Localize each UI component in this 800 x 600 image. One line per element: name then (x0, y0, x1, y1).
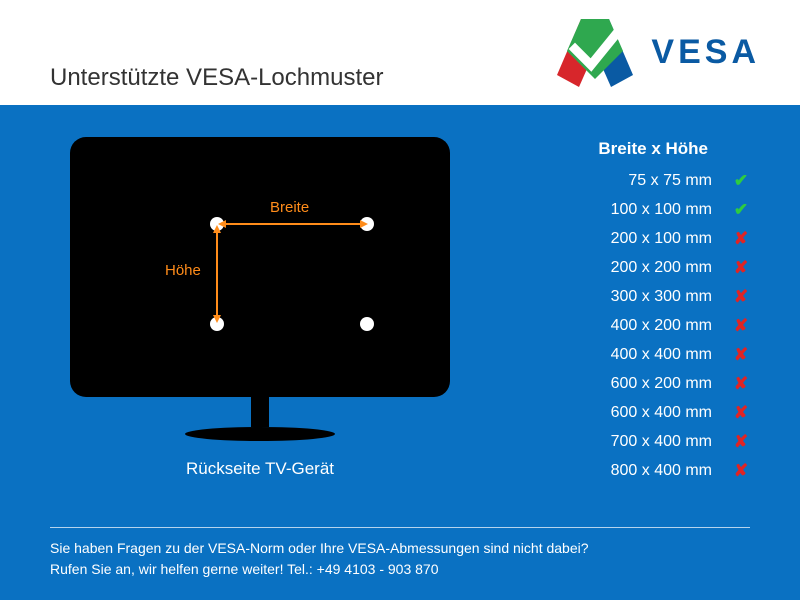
footer-line-1: Sie haben Fragen zu der VESA-Norm oder I… (50, 538, 750, 559)
vesa-check-icon (557, 19, 633, 87)
table-body: 75 x 75 mm✔100 x 100 mm✔200 x 100 mm✘200… (582, 171, 750, 481)
size-label: 400 x 400 mm (582, 346, 712, 364)
size-label: 600 x 200 mm (582, 375, 712, 393)
size-label: 200 x 200 mm (582, 259, 712, 277)
table-row: 200 x 100 mm ✘ (582, 229, 750, 249)
size-label: 75 x 75 mm (582, 172, 712, 190)
table-row: 700 x 400 mm ✘ (582, 432, 750, 452)
tv-stand-stem (251, 397, 269, 427)
arrow-right-icon (360, 220, 368, 228)
main-panel: Breite Höhe Rückseite TV-Gerät Breite x … (0, 105, 800, 600)
height-label: Höhe (165, 262, 201, 279)
mount-hole-icon (360, 317, 374, 331)
content-row: Breite Höhe Rückseite TV-Gerät Breite x … (50, 135, 750, 481)
table-row: 400 x 400 mm ✘ (582, 345, 750, 365)
tv-diagram: Breite Höhe Rückseite TV-Gerät (70, 137, 450, 479)
table-row: 800 x 400 mm ✘ (582, 461, 750, 481)
table-header: Breite x Höhe (598, 139, 750, 159)
page: Unterstützte VESA-Lochmuster VESA (0, 0, 800, 600)
cross-icon: ✘ (732, 374, 750, 394)
width-dimension-line (225, 223, 363, 225)
cross-icon: ✘ (732, 432, 750, 452)
height-dimension-line (216, 231, 218, 319)
size-label: 400 x 200 mm (582, 317, 712, 335)
footer-text: Sie haben Fragen zu der VESA-Norm oder I… (50, 538, 750, 580)
table-row: 400 x 200 mm ✘ (582, 316, 750, 336)
diagram-column: Breite Höhe Rückseite TV-Gerät (50, 135, 470, 481)
cross-icon: ✘ (732, 461, 750, 481)
table-row: 300 x 300 mm ✘ (582, 287, 750, 307)
size-label: 600 x 400 mm (582, 404, 712, 422)
size-label: 800 x 400 mm (582, 462, 712, 480)
size-label: 100 x 100 mm (582, 201, 712, 219)
brand-logo: VESA (557, 19, 760, 87)
table-row: 75 x 75 mm ✔ (582, 171, 750, 191)
arrow-down-icon (213, 315, 221, 323)
tv-screen: Breite Höhe (70, 137, 450, 397)
table-row: 200 x 200 mm ✘ (582, 258, 750, 278)
cross-icon: ✘ (732, 403, 750, 423)
table-row: 600 x 200 mm ✘ (582, 374, 750, 394)
tv-stand-base (185, 427, 335, 441)
footer-block: Sie haben Fragen zu der VESA-Norm oder I… (50, 521, 750, 580)
diagram-caption: Rückseite TV-Gerät (186, 459, 334, 479)
footer-line-2: Rufen Sie an, wir helfen gerne weiter! T… (50, 559, 750, 580)
size-label: 200 x 100 mm (582, 230, 712, 248)
table-row: 100 x 100 mm ✔ (582, 200, 750, 220)
cross-icon: ✘ (732, 287, 750, 307)
check-icon: ✔ (732, 171, 750, 191)
brand-name: VESA (651, 33, 760, 72)
cross-icon: ✘ (732, 345, 750, 365)
divider (50, 527, 750, 528)
table-row: 600 x 400 mm ✘ (582, 403, 750, 423)
header: Unterstützte VESA-Lochmuster VESA (0, 0, 800, 105)
cross-icon: ✘ (732, 258, 750, 278)
size-label: 700 x 400 mm (582, 433, 712, 451)
cross-icon: ✘ (732, 316, 750, 336)
size-label: 300 x 300 mm (582, 288, 712, 306)
arrow-up-icon (213, 225, 221, 233)
page-title: Unterstützte VESA-Lochmuster (50, 64, 383, 92)
check-icon: ✔ (732, 200, 750, 220)
width-label: Breite (270, 199, 309, 216)
sizes-table: Breite x Höhe 75 x 75 mm ✔ 100 x 100 mm ✔ 20… (510, 135, 750, 481)
cross-icon: ✘ (732, 229, 750, 249)
